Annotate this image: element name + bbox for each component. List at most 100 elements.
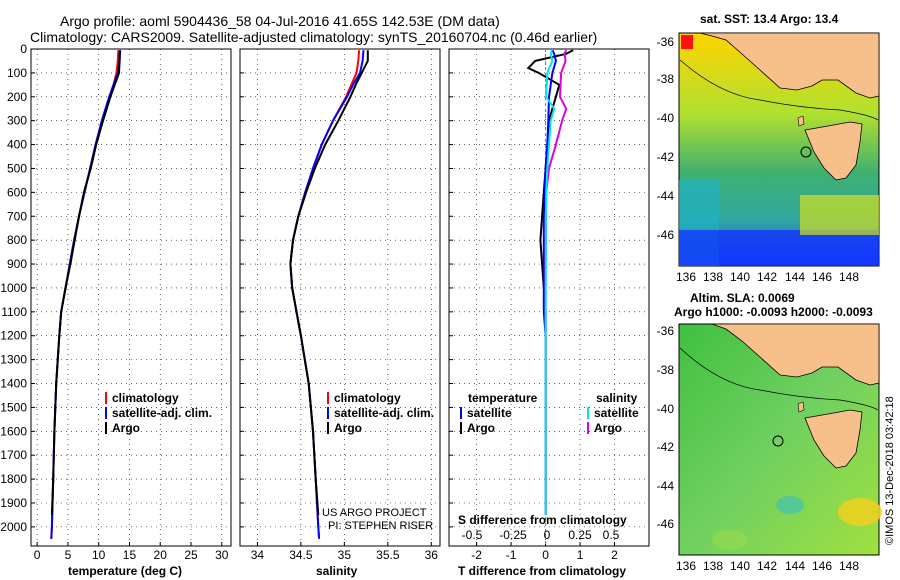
sst-contour xyxy=(679,59,879,121)
legend-temp-argo: Argo xyxy=(467,421,495,435)
legend-sal-argo: Argo xyxy=(594,421,622,435)
series-line-argo xyxy=(50,50,121,515)
sst-argo-location-marker xyxy=(800,146,812,158)
tasmania xyxy=(804,409,863,469)
imos-credit: ©IMOS 13-Dec-2018 03:42:18 xyxy=(884,396,896,545)
lat-tick-label: -38 xyxy=(657,363,675,377)
s-tick-label: 0 xyxy=(544,528,551,542)
depth-tick-label: 1300 xyxy=(0,353,27,367)
sla-map xyxy=(678,323,882,556)
legend-sal-satellite: satellite xyxy=(594,406,639,420)
lon-tick-label: 144 xyxy=(785,559,805,573)
depth-tick-label: 700 xyxy=(7,209,27,223)
project-credit: US ARGO PROJECT xyxy=(322,507,427,519)
sst-warm-patch xyxy=(800,195,879,235)
lat-tick-label: -46 xyxy=(657,517,675,531)
king-island xyxy=(797,401,805,413)
lat-tick-label: -44 xyxy=(657,479,675,493)
x-tick-label: 36 xyxy=(425,548,439,562)
depth-tick-label: 1200 xyxy=(0,329,27,343)
x-tick-label: 1 xyxy=(577,548,584,562)
sla-map-title-1: Altim. SLA: 0.0069 xyxy=(690,291,795,305)
s-tick-label: -0.5 xyxy=(462,528,483,542)
lon-tick-label: 136 xyxy=(676,559,696,573)
lon-tick-label: 144 xyxy=(785,270,805,284)
depth-tick-label: 1800 xyxy=(0,472,27,486)
legend-argo: Argo xyxy=(334,421,362,435)
mainland-australia xyxy=(711,323,880,386)
x-tick-label: -2 xyxy=(471,548,482,562)
lon-tick-label: 148 xyxy=(839,559,859,573)
lon-tick-label: 138 xyxy=(703,270,723,284)
x-tick-label: 0 xyxy=(542,548,549,562)
depth-tick-label: 500 xyxy=(7,161,27,175)
figure-title-line1: Argo profile: aoml 5904436_58 04-Jul-201… xyxy=(60,13,500,29)
depth-axis: 0 100 200 300 400 500 600 700 800 900 1000 1100 1200… xyxy=(0,42,27,534)
difference-legend: temperature satellite Argo salinity sate… xyxy=(460,391,639,435)
legend-salinity-title: salinity xyxy=(596,391,638,405)
legend-temperature-title: temperature xyxy=(468,391,538,405)
lon-tick-label: 140 xyxy=(730,270,750,284)
legend-argo: Argo xyxy=(112,421,140,435)
s-tick-label: 0.5 xyxy=(603,528,620,542)
legend-temp-satellite: satellite xyxy=(467,406,512,420)
lon-tick-label: 142 xyxy=(757,270,777,284)
depth-tick-label: 1400 xyxy=(0,377,27,391)
depth-tick-label: 200 xyxy=(7,90,27,104)
depth-tick-label: 100 xyxy=(7,66,27,80)
salinity-panel-frame xyxy=(239,48,441,547)
legend-climatology: climatology xyxy=(334,391,401,405)
x-tick-label: 30 xyxy=(215,548,229,562)
salinity-axis-label: salinity xyxy=(316,564,358,578)
temperature-axis-label: temperature (deg C) xyxy=(68,564,182,578)
x-tick-label: 0 xyxy=(34,548,41,562)
depth-tick-label: 1100 xyxy=(1,305,27,319)
lat-tick-label: -40 xyxy=(657,402,675,416)
panel-grid xyxy=(31,48,649,546)
x-tick-label: 10 xyxy=(92,548,106,562)
sla-high-anomaly xyxy=(838,498,882,526)
depth-tick-label: 1000 xyxy=(0,281,27,295)
depth-tick-label: 2000 xyxy=(0,520,27,534)
x-tick-label: 34.5 xyxy=(289,548,313,562)
x-tick-label: 25 xyxy=(184,548,198,562)
temperature-panel-frame xyxy=(30,48,232,547)
temperature-legend: climatology satellite-adj. clim. Argo xyxy=(105,391,212,435)
sla-patch xyxy=(712,530,748,550)
lon-tick-label: 146 xyxy=(812,559,832,573)
depth-tick-label: 900 xyxy=(7,257,27,271)
x-tick-label: -1 xyxy=(506,548,517,562)
legend-satellite-adj: satellite-adj. clim. xyxy=(334,406,434,420)
mainland-australia xyxy=(699,32,880,99)
lat-tick-label: -42 xyxy=(657,150,675,164)
sla-argo-location-marker xyxy=(772,435,784,447)
figure-title-line2: Climatology: CARS2009. Satellite-adjuste… xyxy=(30,29,597,45)
s-tick-label: 0.25 xyxy=(568,528,592,542)
sla-contour xyxy=(679,347,879,411)
sst-map xyxy=(678,32,880,267)
depth-tick-label: 600 xyxy=(7,185,27,199)
depth-tick-label: 1500 xyxy=(0,400,27,414)
lon-tick-label: 136 xyxy=(676,270,696,284)
depth-tick-label: 1700 xyxy=(0,448,27,462)
lat-tick-label: -42 xyxy=(657,440,675,454)
lon-tick-label: 140 xyxy=(730,559,750,573)
sst-hot-spot xyxy=(681,35,693,49)
x-axes: 0 5 10 15 20 25 30 34 34.5 35 35.5 36 -2 -1 0 1 2 xyxy=(34,548,618,562)
lon-tick-label: 148 xyxy=(839,270,859,284)
depth-tick-label: 1600 xyxy=(0,424,27,438)
series-line-salinity-satellite xyxy=(544,49,556,515)
tasmania xyxy=(804,121,863,181)
sst-cold-band xyxy=(679,230,879,266)
s-tick-label: -0.25 xyxy=(499,528,527,542)
salinity-legend: climatology satellite-adj. clim. Argo xyxy=(327,391,434,435)
x-tick-label: 2 xyxy=(611,548,618,562)
map-axes: 136 136 138 138 140 140 142 142 144 144 146 146 148 1… xyxy=(657,35,860,573)
lat-tick-label: -44 xyxy=(657,189,675,203)
profile-lines xyxy=(50,49,574,539)
x-tick-label: 35 xyxy=(338,548,352,562)
lat-tick-label: -36 xyxy=(657,35,675,49)
depth-tick-label: 0 xyxy=(20,42,27,56)
sla-map-title-2: Argo h1000: -0.0093 h2000: -0.0093 xyxy=(674,305,873,319)
s-difference-title: S difference from climatology xyxy=(458,513,627,527)
